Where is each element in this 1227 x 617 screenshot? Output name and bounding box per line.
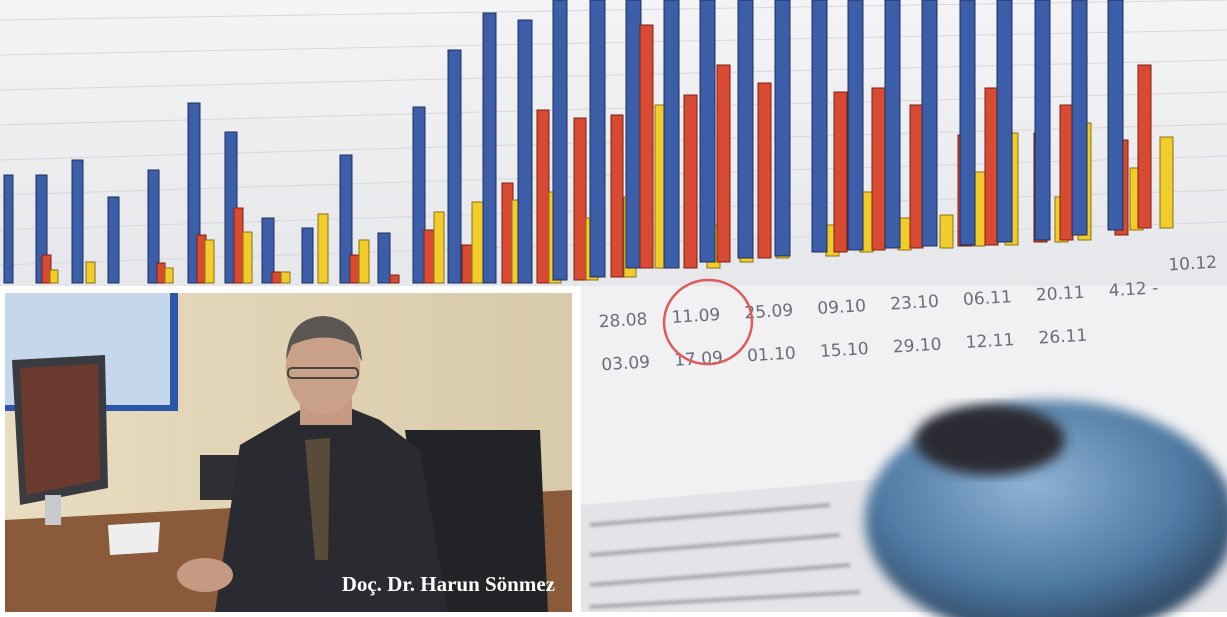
- bar: [611, 115, 623, 277]
- date-label: 03.09: [601, 352, 651, 375]
- monitor-screen: [20, 364, 100, 495]
- bar: [413, 107, 425, 283]
- bar: [424, 230, 434, 283]
- date-label: 01.10: [747, 343, 797, 366]
- bar: [359, 240, 369, 283]
- bar: [834, 92, 847, 252]
- bar: [472, 202, 483, 283]
- date-label: 20.11: [1035, 283, 1085, 306]
- bar: [664, 0, 679, 268]
- page: Doç. Dr. Harun Sönmez 28.0811.0925.0909.…: [0, 0, 1227, 617]
- bar: [960, 0, 975, 245]
- bar: [272, 272, 281, 283]
- bar: [108, 197, 119, 283]
- bar: [4, 175, 13, 283]
- bar: [872, 88, 885, 250]
- bar: [1138, 65, 1151, 228]
- hands: [177, 558, 233, 592]
- date-label: 09.10: [817, 296, 867, 319]
- mouse-photo: [581, 286, 1227, 617]
- bar: [72, 160, 83, 283]
- bar: [922, 0, 937, 246]
- bar: [574, 118, 586, 280]
- bar: [812, 0, 827, 252]
- bar: [940, 215, 953, 248]
- date-label: 12.11: [965, 330, 1015, 353]
- bar: [281, 272, 290, 283]
- bar: [518, 20, 532, 283]
- mouse-button: [915, 405, 1065, 475]
- bar: [350, 255, 359, 283]
- bar: [1035, 0, 1050, 240]
- bar: [302, 228, 313, 283]
- bar: [626, 0, 641, 268]
- bar: [1072, 0, 1087, 235]
- chart-photo: [0, 0, 1227, 286]
- date-label: 29.10: [892, 335, 942, 358]
- window-frame: [170, 293, 178, 411]
- date-label: 26.11: [1038, 326, 1088, 349]
- bar: [318, 214, 328, 283]
- bar: [1060, 105, 1073, 240]
- date-label: 17.09: [674, 348, 724, 371]
- monitor-stand: [45, 495, 61, 525]
- bar: [157, 263, 165, 283]
- collage: Doç. Dr. Harun Sönmez 28.0811.0925.0909.…: [0, 0, 1227, 617]
- bar: [448, 50, 461, 283]
- bar: [537, 110, 549, 283]
- date-label: 10.12: [1168, 253, 1218, 276]
- bar: [205, 240, 214, 283]
- bar: [86, 262, 95, 283]
- bar: [1160, 137, 1173, 228]
- date-label: 11.09: [671, 305, 721, 328]
- bar: [165, 268, 173, 283]
- bar: [553, 0, 567, 280]
- bar: [434, 212, 444, 283]
- bar: [1108, 0, 1123, 230]
- bar: [775, 0, 790, 256]
- keyboard: [108, 522, 160, 555]
- bar: [738, 0, 753, 258]
- bar: [50, 270, 58, 283]
- bar: [462, 245, 472, 283]
- bar: [717, 65, 730, 262]
- bar: [243, 232, 252, 283]
- bar: [758, 83, 771, 258]
- bar: [700, 0, 715, 262]
- date-label: 23.10: [890, 292, 940, 315]
- bar: [997, 0, 1012, 242]
- date-label: 28.08: [598, 309, 648, 332]
- date-label: 06.11: [963, 287, 1013, 310]
- portrait-photo: Doç. Dr. Harun Sönmez: [5, 293, 572, 612]
- bar: [590, 0, 605, 277]
- bar: [640, 25, 653, 268]
- bar: [234, 208, 243, 283]
- bar: [684, 95, 697, 268]
- date-label: 15.10: [819, 339, 869, 362]
- bar: [378, 233, 390, 283]
- bar: [885, 0, 900, 248]
- bar: [848, 0, 863, 250]
- caption: Doç. Dr. Harun Sönmez: [342, 572, 555, 596]
- bar: [390, 275, 399, 283]
- bar: [910, 105, 923, 248]
- bar: [985, 88, 998, 245]
- date-label: 4.12 -: [1108, 278, 1159, 301]
- bar: [502, 183, 513, 283]
- bar: [483, 13, 496, 283]
